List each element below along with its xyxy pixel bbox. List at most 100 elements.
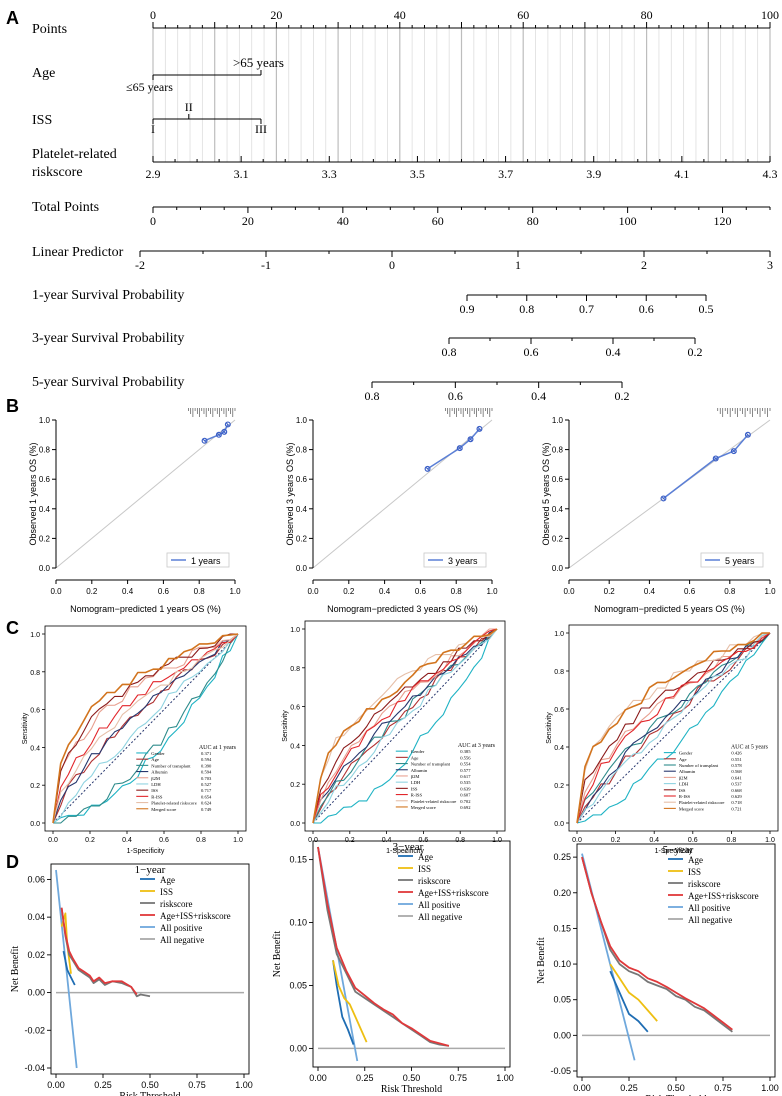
dca-x-label: Risk Threshold: [119, 1091, 180, 1096]
calibration-y-tick-label: 0.2: [552, 534, 564, 543]
dca-legend-label: ISS: [418, 864, 431, 874]
dca-legend-label: Age+ISS+riskscore: [160, 911, 231, 921]
calibration-legend-box: [423, 552, 487, 568]
roc-legend-name: Gender: [151, 751, 165, 756]
calibration-point: [456, 445, 463, 452]
calibration-point: [660, 495, 667, 502]
calibration-legend-box: [166, 552, 230, 568]
dca-curve-age-iss-riskscore: [60, 907, 138, 996]
dca-legend-label: ISS: [688, 867, 701, 877]
roc-reference-line: [576, 632, 771, 824]
roc-legend-auc: 0.641: [731, 775, 742, 780]
calibration-x-label: Nomogram−predicted 3 years OS (%): [327, 604, 478, 614]
calibration-point-cross: [457, 445, 463, 451]
roc-x-tick-label: 0.4: [649, 837, 659, 844]
roc-x-tick-label: 0.8: [455, 837, 465, 844]
calibration-x-tick-label: 0.8: [724, 587, 736, 596]
roc-legend-auc: 0.617: [460, 774, 471, 779]
dca-y-tick-label: 0.15: [553, 923, 571, 933]
row-label-s3: 3-year Survival Probability: [32, 331, 184, 346]
dca-y-tick-label: -0.04: [24, 1063, 45, 1073]
iss-tick-label: II: [185, 100, 193, 114]
roc-y-tick-label: 0.8: [290, 666, 300, 673]
calibration-point: [467, 436, 474, 443]
dca-y-tick-label: -0.05: [550, 1066, 571, 1076]
roc-curve-merged-score: [576, 632, 770, 824]
dca-curve-age: [62, 950, 76, 986]
roc-legend-name: Albumin: [679, 769, 696, 774]
risk-tick-label: 4.3: [763, 167, 778, 181]
roc-curve-ldh: [52, 633, 239, 824]
roc-legend-auc: 0.703: [201, 776, 212, 781]
points-tick-label: 80: [641, 8, 653, 22]
roc-x-tick-label: 0.2: [85, 837, 95, 844]
calibration-x-tick-label: 1.0: [229, 587, 241, 596]
dca-y-tick-label: 0.15: [289, 855, 307, 865]
roc-legend-name: Number of transplant: [679, 763, 719, 768]
roc-y-tick-label: 0.2: [290, 782, 300, 789]
calibration-y-tick-label: 0.4: [552, 505, 564, 514]
roc-curve-merged-score: [52, 633, 239, 824]
points-tick-label: 20: [270, 8, 282, 22]
roc-y-tick-label: 0.2: [554, 783, 564, 790]
calibration-x-tick-label: 0.6: [158, 587, 170, 596]
calibration-y-tick-label: 0.0: [296, 564, 308, 573]
calibration-point: [730, 448, 737, 455]
dca-legend-label: Age: [160, 875, 175, 885]
dca-y-tick-label: 0.05: [553, 995, 571, 1005]
calibration-point: [744, 431, 751, 438]
dca-x-tick-label: 0.50: [403, 1073, 421, 1083]
dca-x-tick-label: 0.75: [188, 1080, 206, 1090]
dca-y-label: Net Benefit: [10, 946, 21, 993]
dca-y-tick-label: 0.10: [553, 959, 571, 969]
roc-legend-name: Albumin: [411, 768, 428, 773]
roc-curve-ldh: [576, 632, 771, 824]
calibration-x-tick-label: 0.6: [415, 587, 427, 596]
calibration-x-tick-label: 0.2: [343, 587, 355, 596]
roc-legend-auc: 0.692: [460, 805, 471, 810]
roc-curve-albumin: [576, 632, 771, 824]
roc-legend-auc: 0.624: [201, 801, 212, 806]
roc-legend-name: Number of transplant: [411, 762, 451, 767]
iss-tick-label: III: [255, 122, 267, 136]
calibration-point-cross: [745, 432, 751, 438]
calibration-x-tick-label: 0.8: [194, 587, 206, 596]
calibration-ideal-line: [55, 419, 236, 569]
calibration-x-tick-label: 0.0: [307, 587, 319, 596]
roc-legend-auc: 0.551: [731, 757, 742, 762]
dca-legend-label: Age+ISS+riskscore: [418, 888, 489, 898]
lp-tick-label: -1: [261, 258, 271, 272]
roc-frame: [304, 620, 506, 832]
total-tick-label: 40: [337, 214, 349, 228]
calibration-point-cross: [731, 448, 737, 454]
roc-x-tick-label: 0.0: [572, 837, 582, 844]
dca-curve-iss: [609, 963, 658, 1022]
dca-x-tick-label: 0.25: [620, 1083, 638, 1093]
roc-y-label: Sensitivity: [282, 710, 289, 742]
roc-legend-name: ISS: [679, 788, 686, 793]
roc-legend-name: Albumin: [151, 770, 168, 775]
dca-frame: [576, 843, 776, 1078]
calibration-legend-box: [700, 552, 764, 568]
roc-legend-name: Number of transplant: [151, 763, 191, 768]
dca-legend-label: All positive: [160, 923, 202, 933]
roc-x-tick-label: 0.0: [48, 837, 58, 844]
calibration-y-tick-label: 0.8: [552, 446, 564, 455]
calibration-y-tick-label: 0.6: [296, 475, 308, 484]
row-label-s1: 1-year Survival Probability: [32, 288, 184, 303]
dca-y-tick-label: 0.04: [27, 912, 45, 922]
dca-curve-iss: [332, 960, 368, 1043]
row-label-age: Age: [32, 66, 55, 81]
calibration-x-label: Nomogram−predicted 1 years OS (%): [70, 604, 221, 614]
calibration-point-cross: [468, 436, 473, 442]
dca-y-tick-label: 0.10: [289, 918, 307, 928]
roc-x-tick-label: 0.6: [159, 837, 169, 844]
roc-legend-name: R-ISS: [679, 794, 691, 799]
roc-y-tick-label: 0.4: [290, 743, 300, 750]
calibration-y-tick-label: 0.8: [296, 446, 308, 455]
calibration-x-tick-label: 0.2: [86, 587, 98, 596]
roc-legend-name: β2M: [679, 775, 688, 780]
roc-legend-auc: 0.535: [460, 780, 471, 785]
roc-y-tick-label: 0.4: [554, 745, 564, 752]
roc-legend-title: AUC at 1 years: [199, 745, 237, 751]
